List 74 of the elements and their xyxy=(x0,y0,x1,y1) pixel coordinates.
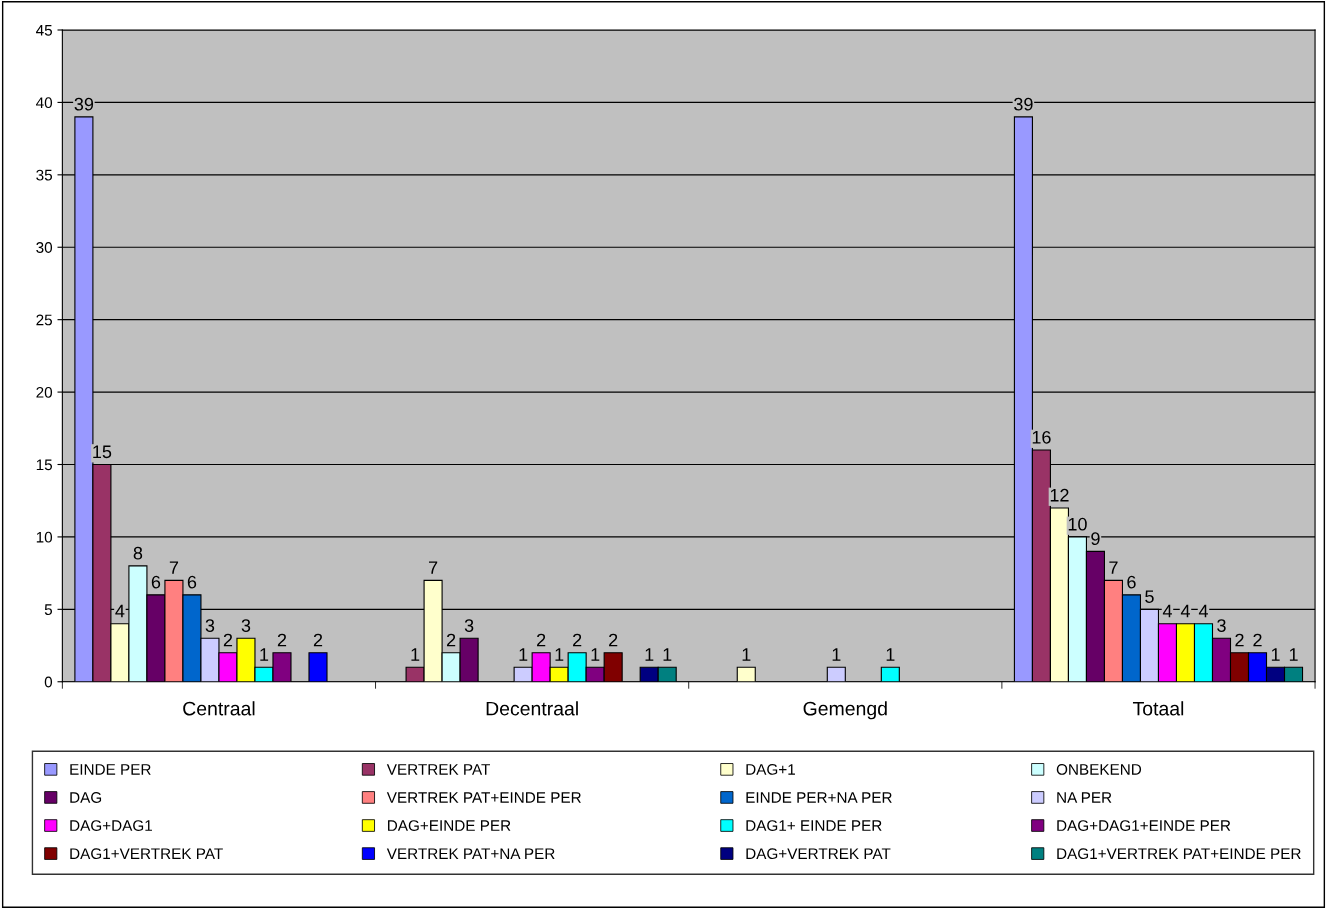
data-label: 1 xyxy=(886,648,895,661)
y-tick-label: 15 xyxy=(36,459,53,471)
data-label: 1 xyxy=(663,648,672,661)
data-label: 7 xyxy=(1109,561,1118,574)
data-label: 2 xyxy=(277,633,287,647)
legend-label: NA PER xyxy=(1057,792,1112,803)
data-label: 1 xyxy=(1289,648,1298,661)
data-label: 4 xyxy=(1198,604,1208,618)
data-label: 15 xyxy=(93,445,112,459)
data-label: 7 xyxy=(169,561,179,574)
data-label: 1 xyxy=(832,648,841,661)
legend-label: DAG1+VERTREK PAT+EINDE PER xyxy=(1057,848,1301,860)
data-label: 1 xyxy=(1271,648,1280,661)
y-tick-label: 25 xyxy=(36,314,53,326)
legend-label: DAG+DAG1 xyxy=(70,820,152,831)
data-label: 12 xyxy=(1050,488,1069,502)
data-label: 1 xyxy=(555,648,564,661)
data-label: 2 xyxy=(609,633,618,647)
data-label: 6 xyxy=(151,575,161,589)
data-label: 39 xyxy=(1014,97,1033,111)
data-label: 39 xyxy=(74,97,94,111)
data-label: 1 xyxy=(591,648,600,661)
legend-label: DAG1+VERTREK PAT xyxy=(70,848,223,860)
legend-label: EINDE PER xyxy=(70,764,151,775)
data-label: 4 xyxy=(1162,604,1172,618)
legend-label: ONBEKEND xyxy=(1056,764,1142,775)
data-label: 8 xyxy=(133,546,143,560)
data-label: 1 xyxy=(260,648,269,661)
data-label: 2 xyxy=(223,633,233,647)
legend-label: DAG+VERTREK PAT xyxy=(746,848,891,860)
x-tick-label: Centraal xyxy=(183,701,255,716)
data-label: 9 xyxy=(1091,532,1100,546)
data-label: 2 xyxy=(1235,633,1244,647)
data-label: 2 xyxy=(446,633,456,647)
data-label: 6 xyxy=(187,575,197,589)
y-tick-label: 35 xyxy=(36,169,53,181)
data-label: 6 xyxy=(1127,575,1136,589)
data-label: 4 xyxy=(1180,604,1190,618)
legend-label: VERTREK PAT+EINDE PER xyxy=(386,792,581,803)
y-tick-label: 10 xyxy=(36,531,53,543)
data-label: 2 xyxy=(313,633,323,647)
legend-label: VERTREK PAT xyxy=(386,764,491,775)
y-tick-label: 45 xyxy=(36,25,53,36)
legend-label: DAG+1 xyxy=(746,764,795,775)
y-tick-label: 30 xyxy=(36,242,53,253)
data-label: 16 xyxy=(1032,430,1051,444)
legend-label: EINDE PER+NA PER xyxy=(746,792,892,803)
legend-label: DAG1+ EINDE PER xyxy=(746,820,882,831)
data-label: 1 xyxy=(519,648,528,661)
legend-label: DAG+EINDE PER xyxy=(388,820,511,831)
data-label: 3 xyxy=(241,619,251,632)
data-label: 3 xyxy=(205,619,215,632)
data-label: 3 xyxy=(464,619,474,632)
data-label: 1 xyxy=(742,648,751,661)
data-label: 2 xyxy=(537,633,546,647)
x-tick-label: Decentraal xyxy=(486,701,578,716)
legend-label: VERTREK PAT+NA PER xyxy=(386,848,555,859)
legend-label: DAG+DAG1+EINDE PER xyxy=(1057,820,1231,831)
data-label: 10 xyxy=(1068,517,1087,531)
y-tick-label: 40 xyxy=(36,97,53,109)
y-tick-label: 5 xyxy=(44,604,53,616)
y-tick-label: 20 xyxy=(36,386,53,398)
data-label: 2 xyxy=(1253,633,1262,647)
data-label: 1 xyxy=(411,648,420,661)
data-label: 3 xyxy=(1217,619,1226,632)
x-tick-label: Totaal xyxy=(1132,701,1184,716)
data-label: 4 xyxy=(115,604,125,618)
x-tick-label: Gemengd xyxy=(803,701,887,720)
data-label: 2 xyxy=(573,633,582,647)
data-label: 7 xyxy=(428,561,438,574)
data-label: 5 xyxy=(1145,590,1154,603)
legend-label: DAG xyxy=(70,792,102,803)
data-label: 1 xyxy=(645,648,654,661)
y-tick-label: 0 xyxy=(44,676,53,688)
